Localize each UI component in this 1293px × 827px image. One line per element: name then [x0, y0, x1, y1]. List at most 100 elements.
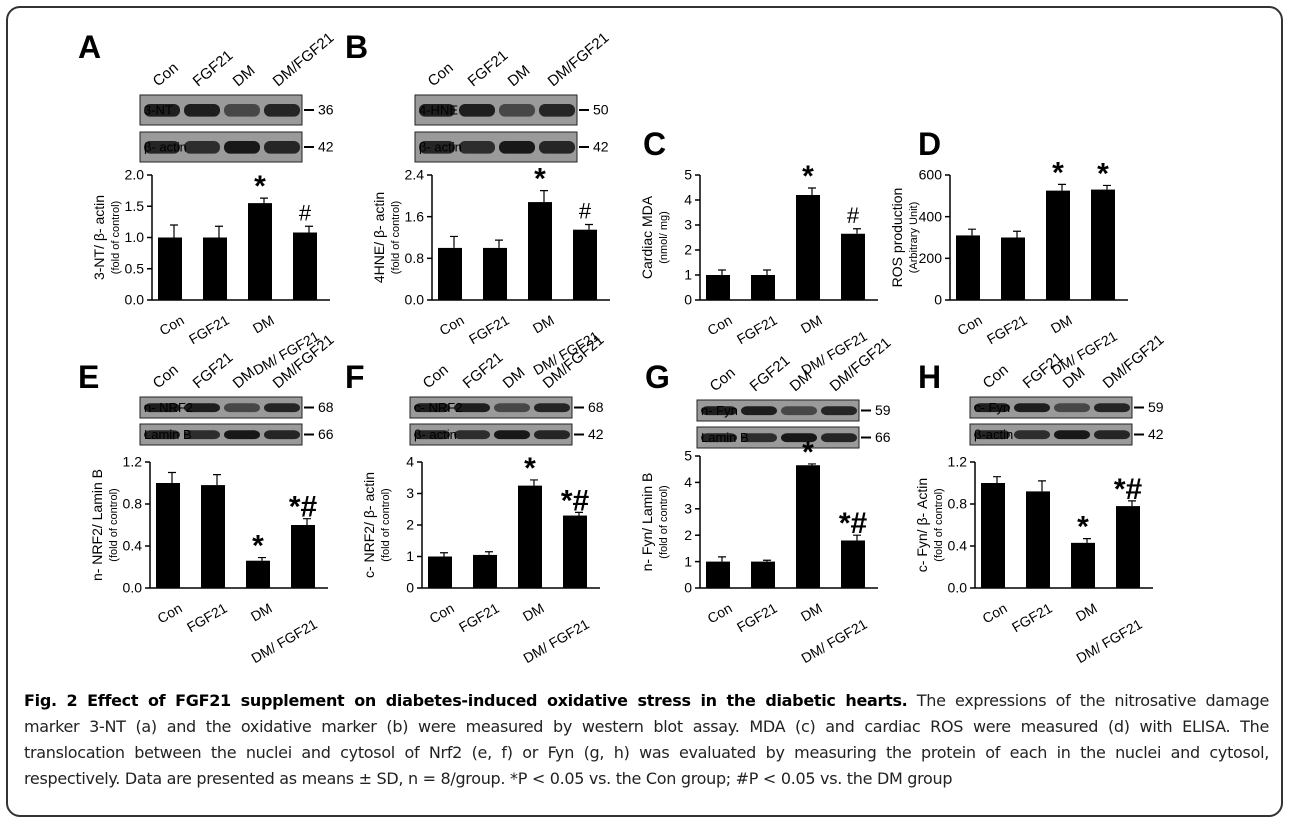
error-bar [440, 553, 448, 557]
panel-letter: E [78, 359, 99, 395]
blot-band [494, 430, 530, 439]
error-bar [170, 225, 178, 238]
blot-band [264, 430, 300, 439]
bar [751, 275, 775, 300]
caption-title: Fig. 2 Effect of FGF21 supplement on dia… [24, 691, 907, 710]
y-axis-label: n- Fyn/ Lamin B [639, 473, 655, 572]
bar [841, 540, 865, 588]
lane-label: DM [230, 62, 259, 90]
blot-label: c- Fyn [974, 400, 1010, 415]
x-tick-label: DM/ FGF21 [798, 616, 870, 667]
y-tick-label: 0.0 [123, 580, 143, 596]
y-tick-label: 1 [684, 267, 692, 283]
x-tick-label: FGF21 [734, 312, 780, 348]
caption-line: marker 3-NT (a) and the oxidative marker… [24, 714, 1269, 740]
y-tick-label: 1 [406, 548, 414, 564]
blot-band [821, 433, 857, 442]
error-bar [763, 560, 771, 561]
error-bar [495, 240, 503, 248]
y-axis-sublabel: (fold of control) [110, 201, 122, 274]
bar [483, 248, 507, 300]
lane-label: DM [505, 62, 534, 90]
error-bar [993, 477, 1001, 483]
error-bar [215, 226, 223, 237]
error-bar [450, 236, 458, 247]
blot-band [224, 430, 260, 439]
significance: * [1097, 157, 1109, 190]
blot-label: n- Fyn [701, 403, 738, 418]
y-tick-label: 3 [684, 217, 692, 233]
y-tick-label: 0 [684, 580, 692, 596]
significance: *# [289, 491, 318, 524]
y-tick-label: 4 [684, 474, 692, 490]
error-bar [585, 224, 593, 229]
blot-band [224, 141, 260, 154]
lane-label: Con [980, 361, 1012, 392]
y-axis-label: c- NRF2/ β- actin [361, 472, 377, 578]
caption-text: The expressions of the nitrosative damag… [917, 691, 1269, 710]
x-tick-label: FGF21 [984, 312, 1030, 348]
error-bar [968, 229, 976, 235]
y-axis-label: 4HNE/ β- actin [371, 192, 387, 283]
y-tick-label: 1 [684, 553, 692, 569]
y-tick-label: 600 [919, 167, 943, 183]
blot-band [534, 430, 570, 439]
y-tick-label: 1.0 [125, 229, 145, 245]
blot-band [264, 403, 300, 412]
panel-letter: H [918, 359, 941, 395]
x-tick-label: Con [156, 312, 186, 339]
x-tick-label: DM/ FGF21 [1073, 616, 1145, 667]
x-tick-label: DM/ FGF21 [520, 616, 592, 667]
marker-kda: 36 [318, 102, 334, 118]
x-tick-label: Con [154, 600, 184, 627]
lane-label: Con [150, 361, 182, 392]
blot-band [534, 403, 570, 412]
bar [438, 248, 462, 300]
blot-band [499, 104, 535, 117]
significance: # [847, 203, 860, 228]
y-tick-label: 2 [406, 517, 414, 533]
blot-band [494, 403, 530, 412]
y-axis-label: ROS production [889, 188, 905, 288]
lane-label: FGF21 [460, 349, 507, 392]
bar [428, 557, 452, 589]
error-bar [763, 270, 771, 275]
error-bar [168, 473, 176, 484]
blot-band [454, 430, 490, 439]
bar [248, 203, 272, 300]
y-axis-sublabel: (nmol/ mg) [658, 211, 670, 264]
blot-band [459, 141, 495, 154]
bar [1071, 543, 1095, 588]
x-tick-label: DM [798, 600, 825, 625]
significance: * [534, 163, 546, 196]
y-axis-sublabel: (fold of control) [108, 488, 120, 561]
error-bar [853, 229, 861, 234]
y-tick-label: 2 [684, 527, 692, 543]
y-tick-label: 0.8 [123, 496, 143, 512]
blot-band [459, 104, 495, 117]
x-tick-label: Con [704, 312, 734, 339]
blot-band [1054, 403, 1090, 412]
y-tick-label: 1.6 [405, 208, 425, 224]
blot-label: 4-HNE [419, 102, 458, 117]
y-axis-label: 3-NT/ β- actin [91, 195, 107, 280]
marker-kda: 50 [593, 102, 609, 118]
marker-kda: 42 [318, 139, 334, 155]
x-tick-label: FGF21 [1009, 600, 1055, 636]
y-tick-label: 0.0 [948, 580, 968, 596]
blot-band [264, 104, 300, 117]
bar [518, 486, 542, 588]
marker-kda: 42 [593, 139, 609, 155]
y-tick-label: 1.5 [125, 198, 145, 214]
bar [796, 195, 820, 300]
y-tick-label: 2.0 [125, 167, 145, 183]
panel-letter: C [643, 126, 666, 162]
bar [156, 483, 180, 588]
x-tick-label: Con [426, 600, 456, 627]
x-tick-label: DM [1048, 312, 1075, 337]
y-axis-sublabel: (fold of control) [380, 488, 392, 561]
y-tick-label: 400 [919, 208, 943, 224]
y-axis-sublabel: (fold of control) [658, 485, 670, 558]
blot-band [499, 141, 535, 154]
marker-kda: 68 [588, 399, 604, 415]
